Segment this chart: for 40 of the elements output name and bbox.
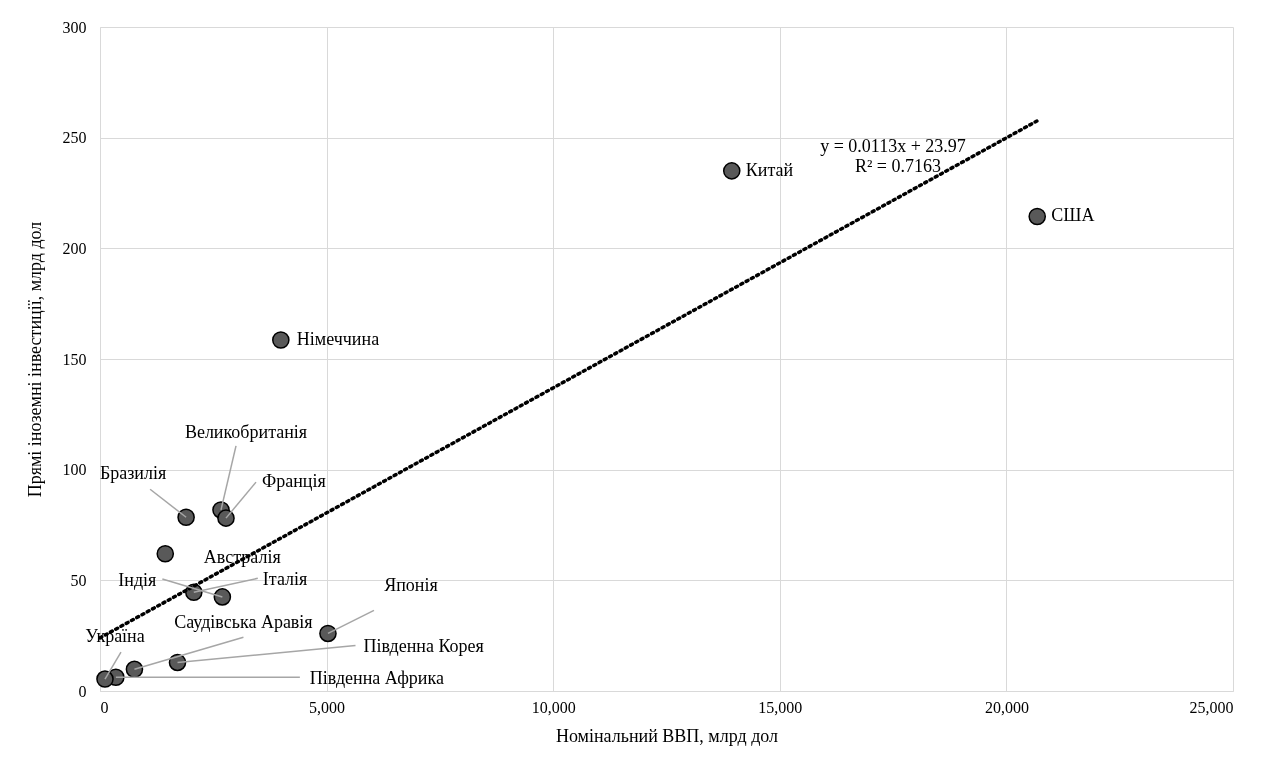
y-tick-label: 0 [78, 682, 87, 700]
annotation: Японія [384, 575, 438, 596]
y-tick-label: 250 [62, 129, 87, 147]
y-tick-label: 50 [70, 571, 87, 589]
y-tick-label: 300 [62, 18, 87, 36]
point [1028, 207, 1047, 226]
annotation: Німеччина [296, 328, 380, 349]
annotation: y = 0.0113x + 23.97 [820, 136, 966, 156]
x-tick-label: 25,000 [1189, 698, 1234, 716]
annotation: Франція [261, 471, 326, 492]
point [722, 162, 741, 180]
point [177, 508, 195, 527]
annotation: Саудівська Аравія [174, 612, 313, 633]
annotation: R² = 0.7163 [854, 156, 942, 176]
annotation: Індія [118, 569, 157, 590]
annotation: Бразилія [99, 463, 167, 484]
point [217, 509, 235, 527]
annotation: Китай [745, 159, 794, 180]
y-tick-label: 100 [62, 461, 87, 479]
x-axis-title: Номінальний ВВП, млрд дол [555, 725, 779, 746]
annotation: Великобританія [184, 421, 308, 442]
annotation: Південна Африка [309, 668, 444, 689]
point [272, 331, 290, 349]
annotation: США [1051, 205, 1095, 226]
x-tick-label: 20,000 [984, 698, 1029, 716]
annotation: Південна Корея [363, 636, 484, 657]
point [213, 588, 232, 606]
x-tick-label: 15,000 [758, 698, 803, 716]
y-tick-label: 150 [62, 350, 87, 368]
y-tick-label: 200 [62, 239, 87, 257]
x-tick-label: 5,000 [309, 698, 346, 716]
point [156, 544, 175, 563]
point [319, 624, 337, 643]
x-tick-label: 0 [100, 698, 109, 716]
annotation: Україна [85, 626, 145, 647]
x-tick-label: 10,000 [531, 698, 576, 716]
point [96, 670, 114, 688]
point [125, 660, 144, 679]
y-axis-title: Прямі іноземні інвестиції, млрд дол [24, 221, 45, 498]
annotation: Італія [262, 569, 308, 590]
